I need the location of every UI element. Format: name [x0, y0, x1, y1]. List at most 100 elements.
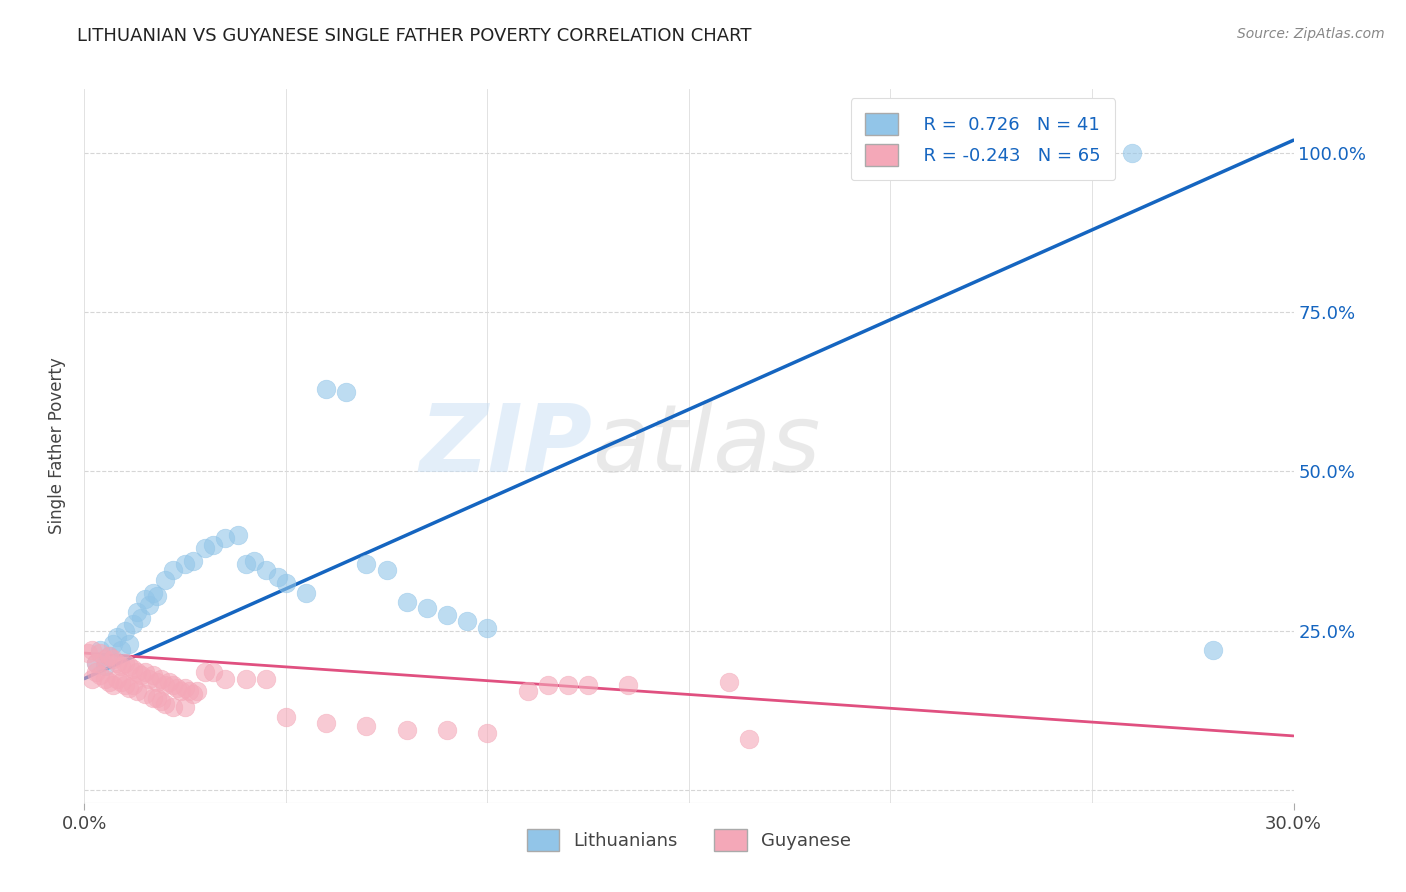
Point — [153, 678, 176, 692]
Point — [194, 541, 217, 555]
Point — [97, 649, 120, 664]
Point — [146, 674, 169, 689]
Point — [162, 563, 184, 577]
Point — [557, 678, 579, 692]
Point — [146, 690, 169, 705]
Point — [516, 684, 538, 698]
Point — [149, 672, 172, 686]
Point — [202, 665, 225, 680]
Point — [395, 723, 418, 737]
Point — [416, 601, 439, 615]
Point — [101, 678, 124, 692]
Point — [118, 636, 141, 650]
Point — [93, 652, 115, 666]
Point — [125, 684, 148, 698]
Point — [77, 646, 100, 660]
Point — [89, 643, 111, 657]
Point — [86, 665, 108, 680]
Point — [395, 595, 418, 609]
Point — [436, 607, 458, 622]
Point — [617, 678, 640, 692]
Point — [121, 678, 143, 692]
Point — [125, 665, 148, 680]
Point — [162, 700, 184, 714]
Point — [110, 658, 132, 673]
Point — [114, 624, 136, 638]
Point — [114, 656, 136, 670]
Point — [142, 690, 165, 705]
Point — [174, 700, 197, 714]
Point — [118, 681, 141, 695]
Point — [436, 723, 458, 737]
Point — [82, 672, 104, 686]
Point — [174, 681, 197, 695]
Point — [235, 672, 257, 686]
Point — [110, 674, 132, 689]
Point — [274, 576, 297, 591]
Point — [125, 605, 148, 619]
Point — [718, 674, 741, 689]
Point — [138, 672, 160, 686]
Point — [537, 678, 560, 692]
Point — [134, 688, 156, 702]
Point — [105, 630, 128, 644]
Point — [226, 528, 249, 542]
Point — [576, 678, 599, 692]
Text: atlas: atlas — [592, 401, 821, 491]
Point — [157, 674, 180, 689]
Point — [121, 662, 143, 676]
Point — [93, 672, 115, 686]
Point — [356, 557, 378, 571]
Point — [186, 684, 208, 698]
Point — [86, 656, 108, 670]
Text: Source: ZipAtlas.com: Source: ZipAtlas.com — [1237, 27, 1385, 41]
Point — [477, 621, 499, 635]
Point — [274, 710, 297, 724]
Point — [254, 672, 277, 686]
Point — [202, 538, 225, 552]
Point — [149, 694, 172, 708]
Point — [166, 681, 188, 695]
Point — [315, 382, 337, 396]
Point — [315, 716, 337, 731]
Point — [138, 599, 160, 613]
Point — [456, 614, 478, 628]
Point — [153, 697, 176, 711]
Point — [477, 725, 499, 739]
Point — [97, 649, 120, 664]
Point — [118, 658, 141, 673]
Point — [214, 532, 236, 546]
Point — [97, 674, 120, 689]
Point — [153, 573, 176, 587]
Point — [114, 678, 136, 692]
Point — [110, 643, 132, 657]
Point — [194, 665, 217, 680]
Point — [242, 554, 264, 568]
Point — [1202, 643, 1225, 657]
Point — [142, 585, 165, 599]
Point — [82, 643, 104, 657]
Point — [170, 684, 193, 698]
Text: LITHUANIAN VS GUYANESE SINGLE FATHER POVERTY CORRELATION CHART: LITHUANIAN VS GUYANESE SINGLE FATHER POV… — [77, 27, 752, 45]
Point — [101, 652, 124, 666]
Point — [129, 668, 152, 682]
Point — [356, 719, 378, 733]
Y-axis label: Single Father Poverty: Single Father Poverty — [48, 358, 66, 534]
Point — [1121, 145, 1143, 160]
Point — [146, 589, 169, 603]
Point — [142, 668, 165, 682]
Point — [101, 636, 124, 650]
Point — [254, 563, 277, 577]
Point — [375, 563, 398, 577]
Point — [105, 672, 128, 686]
Point — [181, 688, 204, 702]
Point — [235, 557, 257, 571]
Point — [295, 585, 318, 599]
Point — [121, 617, 143, 632]
Point — [134, 591, 156, 606]
Point — [89, 646, 111, 660]
Point — [105, 656, 128, 670]
Point — [181, 554, 204, 568]
Point — [134, 665, 156, 680]
Point — [174, 557, 197, 571]
